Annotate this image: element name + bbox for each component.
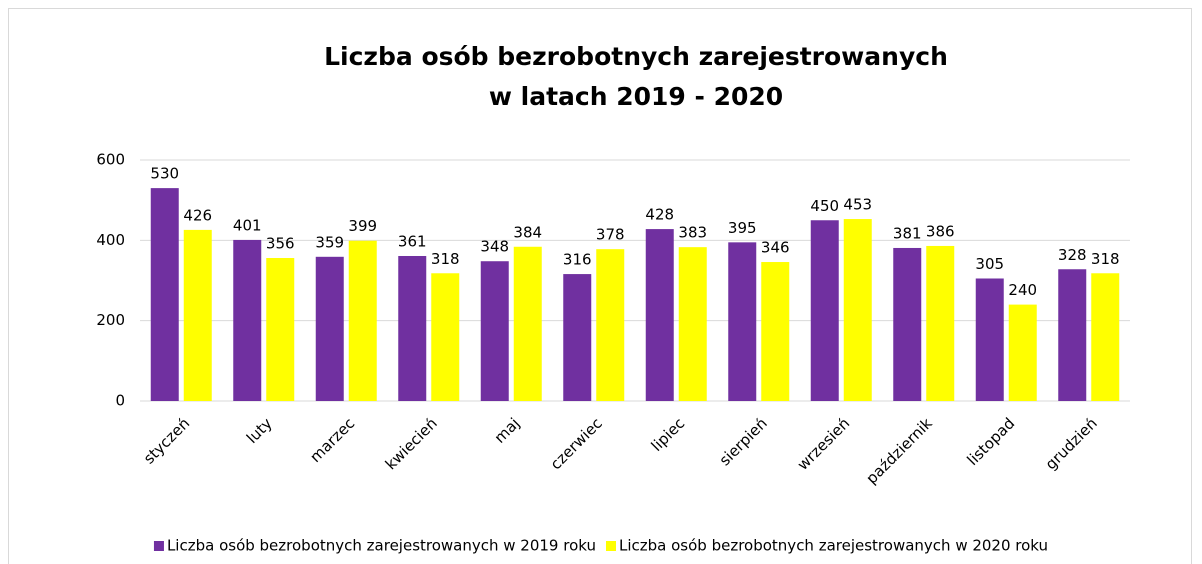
bar: [728, 242, 757, 401]
chart-title: w latach 2019 - 2020: [489, 82, 783, 111]
bar: [678, 247, 707, 401]
data-label: 348: [480, 238, 509, 256]
data-label: 450: [810, 197, 839, 215]
bar: [398, 255, 427, 401]
data-label: 530: [150, 165, 179, 183]
data-label: 453: [843, 196, 872, 214]
bar: [513, 246, 542, 401]
legend-label: Liczba osób bezrobotnych zarejestrowanyc…: [619, 537, 1048, 555]
data-label: 399: [348, 217, 377, 235]
bar: [645, 229, 674, 401]
bar: [843, 219, 872, 401]
bar: [480, 261, 509, 401]
bar: [810, 220, 839, 401]
bar: [266, 258, 295, 401]
data-label: 395: [728, 219, 757, 237]
chart-title: Liczba osób bezrobotnych zarejestrowanyc…: [324, 42, 948, 71]
data-label: 383: [678, 224, 707, 242]
bar: [233, 239, 262, 401]
bar: [975, 278, 1004, 401]
data-label: 328: [1058, 246, 1087, 264]
data-label: 426: [183, 206, 212, 224]
data-label: 318: [431, 250, 460, 268]
data-label: 240: [1008, 281, 1037, 299]
data-label: 386: [926, 222, 955, 240]
y-tick-label: 600: [96, 151, 125, 169]
data-label: 305: [975, 255, 1004, 273]
bar: [761, 262, 790, 401]
bar: [315, 256, 344, 401]
bar: [348, 240, 377, 401]
bar: [926, 245, 955, 401]
bar: [1008, 304, 1037, 401]
data-label: 361: [398, 232, 427, 250]
bar: [431, 273, 460, 401]
data-label: 378: [596, 226, 625, 244]
data-label: 318: [1091, 250, 1120, 268]
data-label: 346: [761, 239, 790, 257]
data-label: 316: [563, 251, 592, 269]
bar: [150, 188, 179, 401]
legend-label: Liczba osób bezrobotnych zarejestrowanyc…: [167, 537, 596, 555]
y-tick-label: 200: [96, 311, 125, 329]
legend-swatch: [606, 541, 616, 551]
data-label: 428: [645, 206, 674, 224]
bar: [1058, 269, 1087, 401]
bar: [183, 229, 212, 401]
y-tick-label: 400: [96, 231, 125, 249]
legend-swatch: [153, 541, 164, 551]
data-label: 381: [893, 224, 922, 242]
legend: Liczba osób bezrobotnych zarejestrowanyc…: [153, 537, 1048, 555]
bar: [596, 249, 625, 401]
bar: [1091, 273, 1120, 401]
data-label: 359: [315, 233, 344, 251]
y-tick-label: 0: [115, 392, 125, 410]
data-label: 356: [266, 235, 295, 253]
data-label: 384: [513, 223, 542, 241]
data-label: 401: [233, 216, 262, 234]
bar: [563, 274, 592, 401]
bar: [893, 247, 922, 401]
